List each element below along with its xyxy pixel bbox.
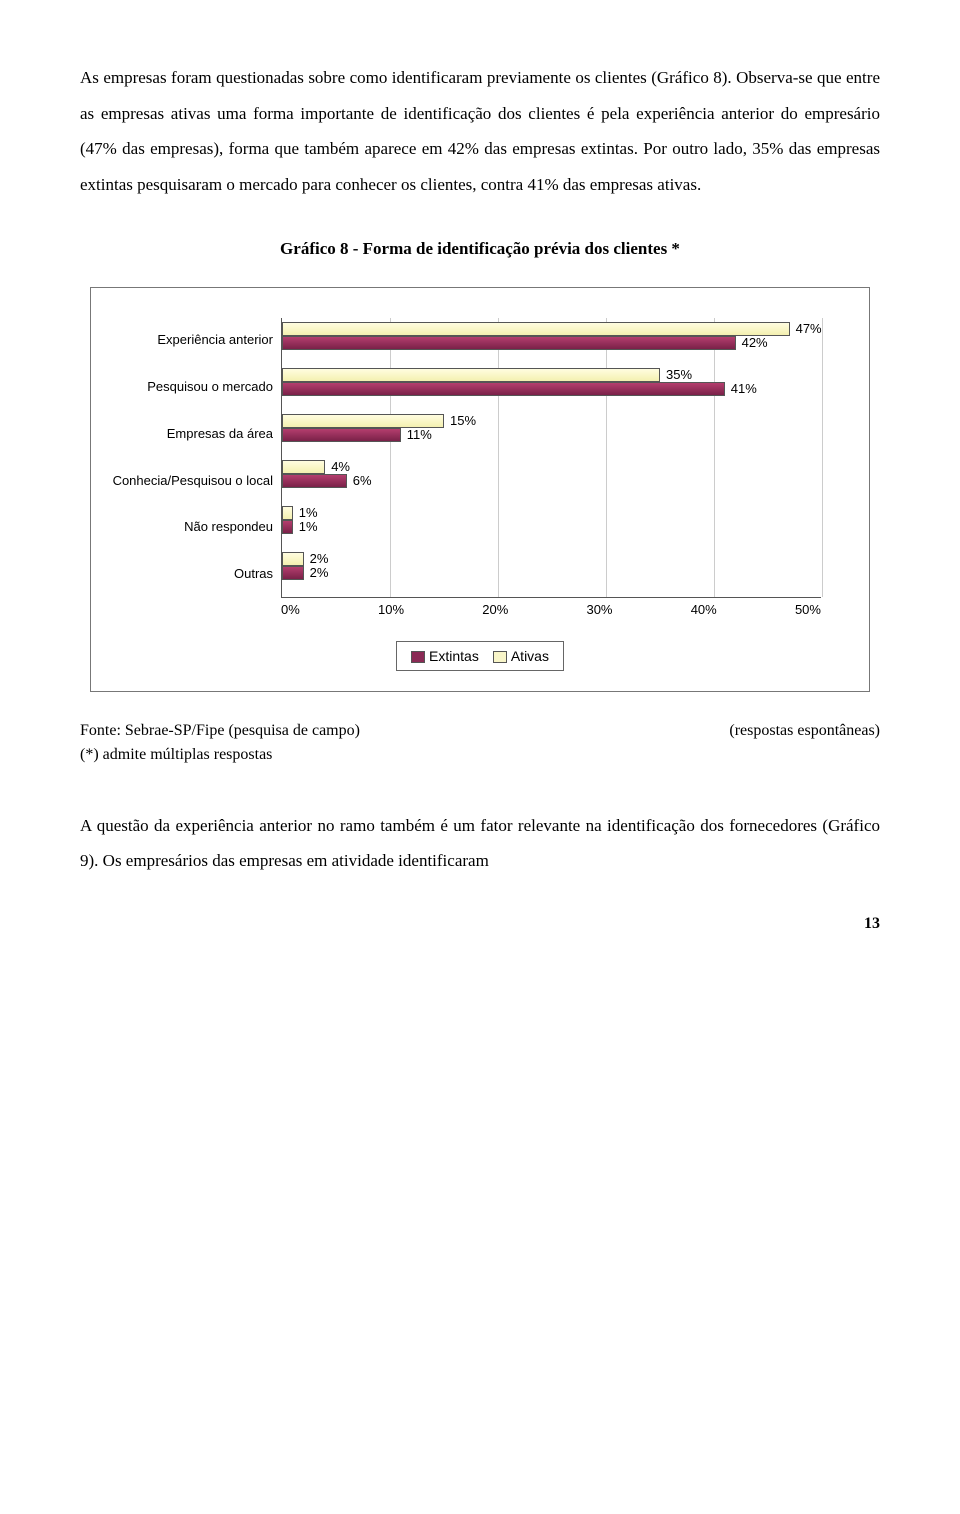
legend-ativas-label: Ativas bbox=[511, 648, 549, 664]
x-tick: 50% bbox=[795, 602, 821, 617]
x-axis: 0% 10% 20% 30% 40% 50% bbox=[281, 598, 821, 617]
bar-label-extintas: 1% bbox=[299, 519, 318, 534]
grid-line bbox=[714, 318, 715, 597]
bar-ativas bbox=[282, 460, 325, 474]
bar-ativas bbox=[282, 552, 304, 566]
legend-ativas: Ativas bbox=[493, 648, 549, 664]
swatch-ativas bbox=[493, 651, 507, 663]
paragraph-2: A questão da experiência anterior no ram… bbox=[80, 808, 880, 879]
bar-label-ativas: 47% bbox=[796, 321, 822, 336]
grid-line bbox=[498, 318, 499, 597]
grid-line bbox=[390, 318, 391, 597]
bar-label-ativas: 2% bbox=[310, 551, 329, 566]
swatch-extintas bbox=[411, 651, 425, 663]
chart-title: Gráfico 8 - Forma de identificação prévi… bbox=[80, 239, 880, 259]
legend-extintas: Extintas bbox=[411, 648, 479, 664]
bar-label-ativas: 35% bbox=[666, 367, 692, 382]
category-label: Não respondeu bbox=[111, 505, 273, 551]
chart-legend: Extintas Ativas bbox=[396, 641, 564, 671]
x-tick: 0% bbox=[281, 602, 300, 617]
source-row: Fonte: Sebrae-SP/Fipe (pesquisa de campo… bbox=[80, 722, 880, 740]
x-tick: 20% bbox=[482, 602, 508, 617]
category-label: Outras bbox=[111, 552, 273, 598]
bar-ativas bbox=[282, 506, 293, 520]
bar-extintas bbox=[282, 566, 304, 580]
bar-ativas bbox=[282, 322, 790, 336]
category-label: Conhecia/Pesquisou o local bbox=[111, 458, 273, 504]
bar-label-extintas: 42% bbox=[742, 335, 768, 350]
bar-ativas bbox=[282, 368, 660, 382]
chart-container: Experiência anteriorPesquisou o mercadoE… bbox=[90, 287, 870, 692]
bar-label-ativas: 15% bbox=[450, 413, 476, 428]
legend-extintas-label: Extintas bbox=[429, 648, 479, 664]
category-labels: Experiência anteriorPesquisou o mercadoE… bbox=[111, 318, 281, 598]
page-number: 13 bbox=[80, 915, 880, 933]
paragraph-1: As empresas foram questionadas sobre com… bbox=[80, 60, 880, 203]
footnote: (*) admite múltiplas respostas bbox=[80, 746, 880, 764]
bar-label-extintas: 11% bbox=[407, 427, 432, 442]
bar-label-extintas: 6% bbox=[353, 473, 372, 488]
chart-plot: 47% 42% 35% 41% 15% 11% 4%6% 1%1% 2%2% bbox=[281, 318, 821, 598]
bar-extintas bbox=[282, 474, 347, 488]
bar-extintas bbox=[282, 428, 401, 442]
grid-line bbox=[822, 318, 823, 597]
category-label: Pesquisou o mercado bbox=[111, 365, 273, 411]
bar-label-ativas: 4% bbox=[331, 459, 350, 474]
source-right: (respostas espontâneas) bbox=[729, 722, 880, 740]
bar-extintas bbox=[282, 520, 293, 534]
category-label: Experiência anterior bbox=[111, 318, 273, 364]
bar-label-extintas: 2% bbox=[310, 565, 329, 580]
x-tick: 30% bbox=[586, 602, 612, 617]
source-left: Fonte: Sebrae-SP/Fipe (pesquisa de campo… bbox=[80, 722, 360, 740]
grid-line bbox=[606, 318, 607, 597]
bar-label-ativas: 1% bbox=[299, 505, 318, 520]
bar-ativas bbox=[282, 414, 444, 428]
chart-area: Experiência anteriorPesquisou o mercadoE… bbox=[111, 318, 849, 598]
x-tick: 10% bbox=[378, 602, 404, 617]
bar-label-extintas: 41% bbox=[731, 381, 757, 396]
category-label: Empresas da área bbox=[111, 411, 273, 457]
bar-extintas bbox=[282, 382, 725, 396]
bar-extintas bbox=[282, 336, 736, 350]
x-tick: 40% bbox=[691, 602, 717, 617]
